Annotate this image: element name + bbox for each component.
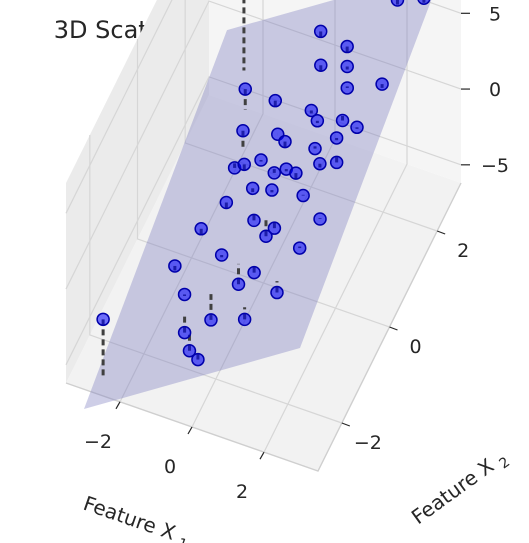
data-point [329, 155, 344, 170]
data-point [236, 124, 250, 138]
x-axis-label: Feature X 1 [79, 491, 193, 543]
x-tick-label: 2 [236, 481, 248, 503]
data-point [214, 248, 229, 262]
data-points-layer [96, 0, 431, 367]
axis-ticks: −2 0 2 −2 0 2 −5 0 5 [84, 3, 509, 503]
data-point [237, 312, 252, 327]
data-point [292, 241, 307, 255]
data-point [238, 82, 252, 96]
x-tick-label: −2 [84, 431, 112, 453]
data-point [340, 81, 355, 95]
z-tick-label: −5 [481, 155, 509, 177]
data-point [350, 120, 364, 135]
y-tick-label: −2 [354, 432, 382, 454]
y-tick-label: 2 [457, 240, 469, 262]
z-tick-label: 5 [489, 3, 501, 25]
data-point [247, 213, 261, 228]
grid-line-x [263, 0, 408, 453]
data-point [168, 259, 182, 273]
regression-plane-layer [84, 0, 432, 409]
data-point [204, 313, 218, 327]
data-point [247, 265, 261, 280]
grid-line-x [119, 0, 264, 403]
data-point [417, 0, 431, 5]
data-point [313, 24, 328, 39]
data-point [268, 93, 283, 108]
data-point [308, 141, 322, 156]
data-point [314, 58, 328, 73]
data-point [245, 181, 260, 196]
y-tick-mark [341, 422, 351, 427]
data-point [340, 59, 354, 74]
data-point [259, 229, 273, 244]
data-point [191, 352, 205, 367]
x-tick-mark [115, 401, 121, 410]
grid-line-y [184, 0, 438, 232]
data-point [390, 0, 405, 7]
box-edge [65, 182, 462, 472]
data-point [182, 344, 197, 358]
data-point [270, 285, 284, 300]
data-point [278, 134, 292, 149]
grid-line-z [65, 76, 462, 366]
x-tick-mark [187, 426, 193, 435]
data-point [177, 325, 192, 340]
data-point [329, 131, 344, 145]
y-tick-mark [436, 230, 446, 235]
y-tick-mark [389, 326, 398, 331]
y-axis-label: Feature X 2 [407, 444, 513, 532]
x-tick-mark [259, 451, 265, 460]
data-point [194, 222, 208, 236]
data-point [335, 113, 350, 128]
grid-line-z [65, 0, 462, 214]
data-point [267, 166, 281, 180]
grid-line-y [136, 39, 390, 328]
data-point [304, 103, 319, 118]
data-point [254, 153, 268, 167]
data-point [219, 195, 234, 210]
data-point [96, 312, 110, 327]
data-point [237, 157, 251, 172]
data-point [375, 77, 389, 91]
grid-line-z [65, 0, 462, 290]
data-point [177, 287, 192, 302]
data-point [267, 221, 282, 235]
data-point [296, 188, 310, 203]
y-tick-label: 0 [409, 336, 421, 358]
z-tick-label: 0 [489, 79, 501, 101]
data-point [310, 114, 325, 128]
data-point [340, 39, 354, 54]
data-point [313, 156, 327, 171]
data-point [231, 277, 246, 292]
regression-plane [84, 0, 432, 409]
grid-lines [65, 0, 462, 472]
grid-line-y [89, 135, 343, 424]
x-tick-label: 0 [164, 456, 176, 478]
data-point [289, 166, 303, 180]
data-point [265, 183, 279, 197]
data-point [313, 212, 327, 226]
